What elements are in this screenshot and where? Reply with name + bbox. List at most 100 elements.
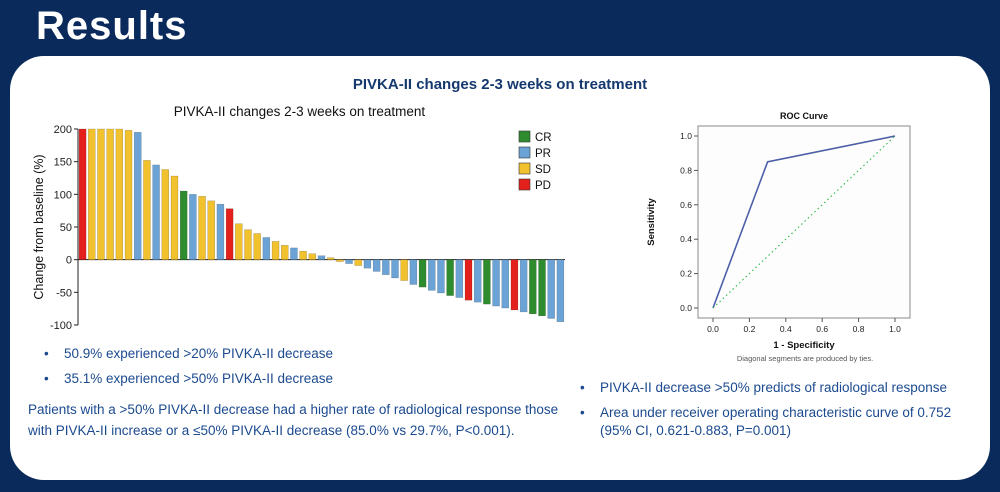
roc-y-tick-label: 0.6 [680, 200, 692, 210]
waterfall-bar [134, 132, 142, 260]
waterfall-bar [418, 259, 427, 288]
roc-y-tick-label: 0.8 [680, 165, 692, 175]
waterfall-bar [455, 259, 464, 298]
legend-swatch-pr [518, 146, 531, 159]
waterfall-bar [428, 259, 436, 291]
roc-x-tick-label: 0.8 [853, 324, 865, 334]
roc-ylabel: Sensitivity [646, 198, 657, 246]
waterfall-bar [336, 259, 344, 262]
left-paragraph: Patients with a >50% PIVKA-II decrease h… [28, 402, 559, 438]
waterfall-bar [372, 259, 381, 272]
roc-x-tick-label: 0.6 [816, 324, 828, 334]
waterfall-ylabel: Change from baseline (%) [32, 154, 46, 299]
right-panel: ROC Curve 0.0 0.2 0.4 0.6 0.8 1.0 0.0 0.2 0.4 0.6 0… [580, 108, 980, 448]
waterfall-bar [538, 259, 546, 317]
bullet-text: 50.9% experienced >20% PIVKA-II decrease [64, 346, 334, 361]
waterfall-bar [326, 257, 335, 260]
roc-x-tick-label: 0.2 [743, 324, 755, 334]
waterfall-bar [244, 229, 252, 260]
waterfall-bar [382, 259, 390, 275]
waterfall-bar [317, 255, 326, 260]
waterfall-bar [483, 259, 491, 305]
waterfall-bar [299, 250, 307, 260]
waterfall-chart-title: PIVKA-II changes 2-3 weeks on treatment [173, 104, 426, 119]
y-tick-label: 50 [60, 222, 72, 234]
waterfall-bar [189, 194, 197, 260]
legend-swatch-pd [518, 178, 531, 191]
y-tick-label: 100 [54, 189, 72, 201]
roc-x-tick-label: 0.0 [707, 324, 719, 334]
waterfall-bar [446, 259, 454, 296]
roc-x-tick-label: 1.0 [889, 324, 901, 334]
legend-label: PR [535, 148, 551, 160]
waterfall-bar [519, 259, 528, 313]
waterfall-bar [143, 160, 151, 260]
roc-xlabel: 1 - Specificity [773, 340, 835, 351]
legend-swatch-sd [518, 162, 531, 175]
waterfall-bar [474, 259, 482, 303]
waterfall-bar [281, 245, 289, 260]
roc-title: ROC Curve [780, 111, 828, 121]
legend-label: PD [535, 180, 551, 192]
waterfall-bar [207, 200, 215, 260]
y-tick-label: 150 [54, 157, 72, 169]
waterfall-bar [198, 196, 206, 260]
roc-footnote: Diagonal segments are produced by ties. [736, 354, 874, 363]
roc-chart: ROC Curve 0.0 0.2 0.4 0.6 0.8 1.0 0.0 0.2 0.4 0.6 0… [646, 111, 911, 351]
waterfall-bar [262, 237, 271, 260]
roc-y-tick-label: 1.0 [680, 131, 692, 141]
waterfall-chart: 200 150 100 50 0 -50 -100 Change from baseline … [32, 124, 565, 332]
waterfall-bar [78, 128, 87, 260]
waterfall-bar [124, 130, 133, 260]
bullet-text: Area under receiver operating characteri… [600, 405, 952, 439]
bullet-item: 50.9% experienced >20% PIVKA-II decrease [44, 345, 584, 363]
waterfall-bar [492, 259, 500, 307]
legend-label: CR [535, 132, 552, 144]
waterfall-bar [179, 190, 188, 260]
roc-y-tick-label: 0.2 [680, 269, 692, 279]
legend-swatch-cr [518, 130, 531, 143]
waterfall-bar [271, 241, 280, 260]
waterfall-bar [106, 128, 114, 260]
content-card: PIVKA-II changes 2-3 weeks on treatment … [10, 56, 990, 480]
card-heading: PIVKA-II changes 2-3 weeks on treatment [352, 76, 648, 93]
waterfall-bar [547, 259, 555, 319]
roc-plot-area [697, 125, 911, 319]
waterfall-bar [216, 203, 225, 260]
waterfall-bar [97, 128, 105, 260]
roc-x-tick-label: 0.4 [780, 324, 792, 334]
waterfall-bar [88, 128, 96, 260]
waterfall-bar [363, 259, 372, 269]
roc-series-roc-curve [712, 135, 896, 309]
waterfall-bar [115, 128, 124, 260]
waterfall-bar [391, 259, 399, 279]
slide-title: Results [36, 4, 188, 48]
waterfall-bar [400, 259, 408, 281]
waterfall-bar [152, 164, 160, 260]
y-tick-label: -100 [50, 320, 72, 332]
roc-series-reference-diagonal [712, 135, 896, 309]
waterfall-bar [161, 169, 169, 260]
bullet-item: 35.1% experienced >50% PIVKA-II decrease [44, 370, 584, 388]
waterfall-bar [464, 259, 473, 301]
waterfall-bar [501, 259, 509, 309]
waterfall-bar [510, 259, 519, 311]
waterfall-bar [409, 259, 418, 285]
y-tick-label: 0 [66, 255, 72, 267]
waterfall-bar [354, 259, 362, 266]
waterfall-bar [253, 233, 261, 260]
y-tick-label: 200 [54, 124, 72, 136]
y-tick-label: -50 [56, 287, 72, 299]
waterfall-bar [290, 247, 298, 260]
bullet-text: 35.1% experienced >50% PIVKA-II decrease [64, 371, 334, 387]
roc-y-tick-label: 0.0 [680, 303, 692, 313]
waterfall-bar [345, 259, 353, 264]
waterfall-bar [235, 223, 243, 260]
waterfall-bar [437, 259, 445, 294]
legend-label: SD [535, 164, 551, 176]
bullet-item: Area under receiver operating characteri… [580, 404, 972, 440]
waterfall-bar [225, 208, 234, 260]
bullet-text: PIVKA-II decrease >50% predicts of radio… [600, 380, 948, 395]
waterfall-bar [308, 253, 317, 260]
bullet-item: PIVKA-II decrease >50% predicts of radio… [580, 379, 972, 397]
